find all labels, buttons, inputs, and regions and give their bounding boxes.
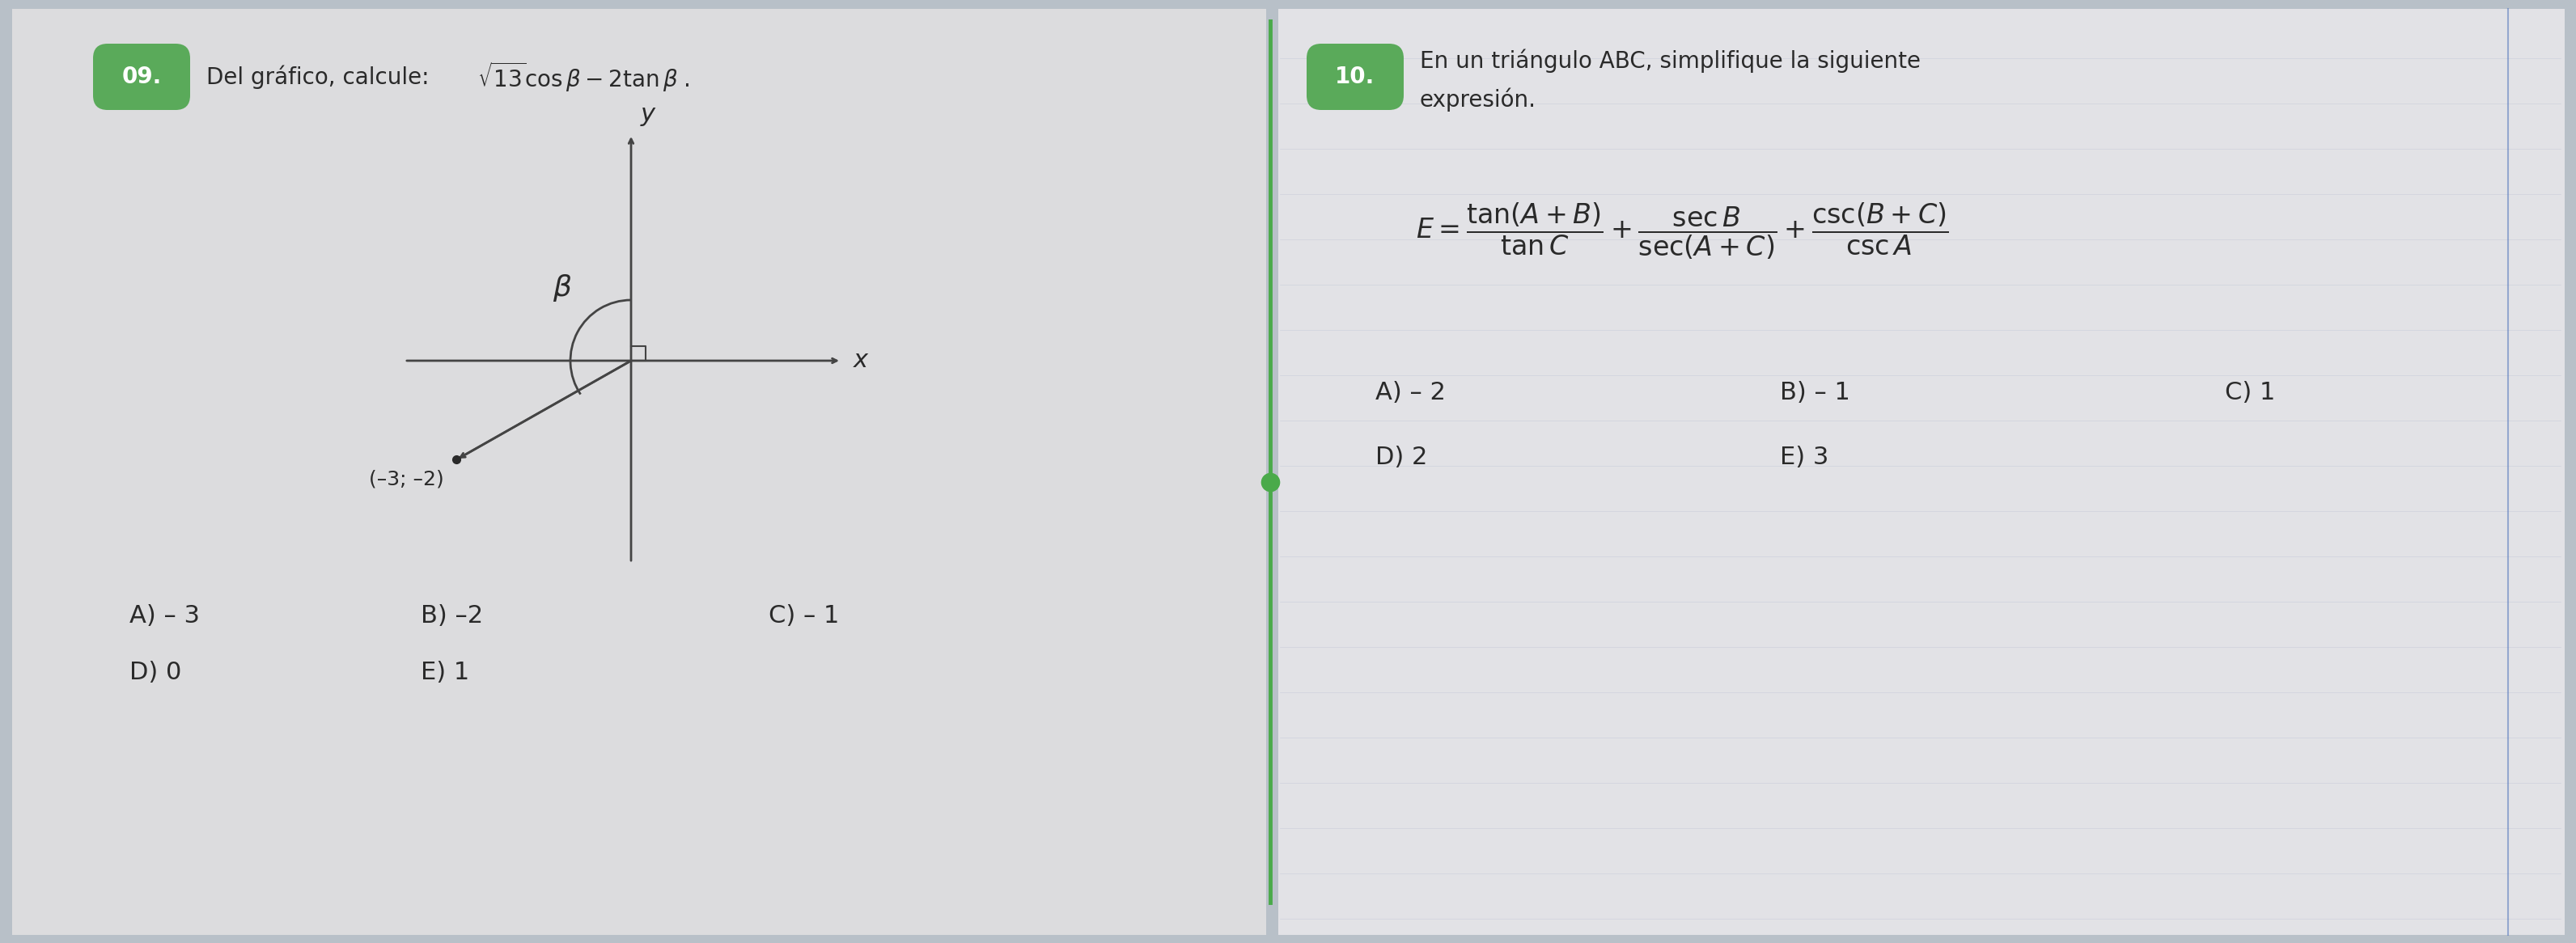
Bar (13, 8, 1267, 935)
Text: E) 3: E) 3 (1780, 446, 1829, 470)
Text: $E = \dfrac{\tan(A+B)}{\tan C} + \dfrac{\sec B}{\sec(A+C)} + \dfrac{\csc(B+C)}{\: $E = \dfrac{\tan(A+B)}{\tan C} + \dfrac{… (1417, 201, 1947, 261)
Text: expresión.: expresión. (1419, 88, 1535, 111)
Text: B) –2: B) –2 (420, 604, 484, 627)
Text: C) – 1: C) – 1 (768, 604, 840, 627)
Text: E) 1: E) 1 (420, 660, 469, 684)
Text: $\beta$: $\beta$ (554, 273, 572, 304)
Text: x: x (853, 349, 868, 372)
Text: En un triángulo ABC, simplifique la siguiente: En un triángulo ABC, simplifique la sigu… (1419, 49, 1922, 73)
Text: 10.: 10. (1334, 65, 1376, 88)
FancyBboxPatch shape (93, 43, 191, 110)
Text: y: y (641, 103, 654, 126)
Text: B) – 1: B) – 1 (1780, 381, 1850, 405)
Text: D) 0: D) 0 (129, 660, 180, 684)
Text: C) 1: C) 1 (2226, 381, 2275, 405)
Text: D) 2: D) 2 (1376, 446, 1427, 470)
Text: A) – 3: A) – 3 (129, 604, 201, 627)
Text: Del gráfico, calcule:: Del gráfico, calcule: (206, 65, 435, 89)
FancyBboxPatch shape (1306, 43, 1404, 110)
Text: A) – 2: A) – 2 (1376, 381, 1445, 405)
Bar (1278, 8, 2566, 935)
Text: (–3; –2): (–3; –2) (368, 470, 443, 488)
Text: $\sqrt{13}\cos\beta - 2\tan\beta\;.$: $\sqrt{13}\cos\beta - 2\tan\beta\;.$ (477, 60, 690, 93)
Text: 09.: 09. (121, 65, 162, 88)
